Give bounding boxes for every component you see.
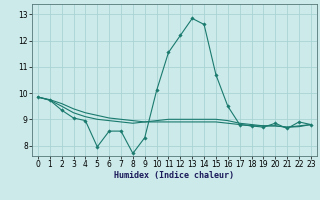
X-axis label: Humidex (Indice chaleur): Humidex (Indice chaleur) <box>115 171 234 180</box>
